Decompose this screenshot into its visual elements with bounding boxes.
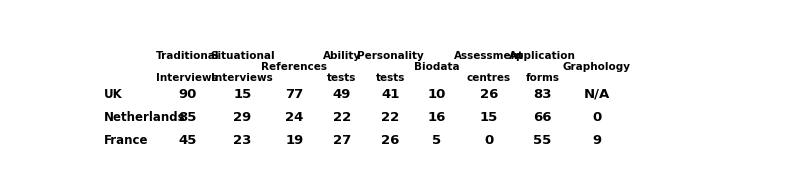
Text: 26: 26 (381, 134, 399, 147)
Text: Interviews: Interviews (156, 73, 219, 83)
Text: Graphology: Graphology (563, 62, 631, 72)
Text: 55: 55 (533, 134, 552, 147)
Text: References: References (261, 62, 327, 72)
Text: France: France (103, 134, 148, 147)
Text: 27: 27 (333, 134, 351, 147)
Text: Traditional: Traditional (155, 51, 219, 61)
Text: 9: 9 (593, 134, 601, 147)
Text: N/A: N/A (584, 88, 610, 101)
Text: 23: 23 (233, 134, 252, 147)
Text: 66: 66 (533, 111, 552, 124)
Text: 16: 16 (428, 111, 446, 124)
Text: 10: 10 (428, 88, 446, 101)
Text: 90: 90 (178, 88, 196, 101)
Text: 41: 41 (381, 88, 399, 101)
Text: Biodata: Biodata (414, 62, 459, 72)
Text: 77: 77 (285, 88, 304, 101)
Text: Situational: Situational (210, 51, 275, 61)
Text: 22: 22 (333, 111, 351, 124)
Text: 49: 49 (333, 88, 351, 101)
Text: UK: UK (103, 88, 122, 101)
Text: 22: 22 (381, 111, 399, 124)
Text: Personality: Personality (357, 51, 424, 61)
Text: Netherlands: Netherlands (103, 111, 185, 124)
Text: 15: 15 (480, 111, 498, 124)
Text: 0: 0 (593, 111, 601, 124)
Text: Assessment: Assessment (454, 51, 524, 61)
Text: 15: 15 (234, 88, 252, 101)
Text: tests: tests (376, 73, 405, 83)
Text: 19: 19 (285, 134, 304, 147)
Text: centres: centres (466, 73, 510, 83)
Text: forms: forms (525, 73, 559, 83)
Text: 26: 26 (480, 88, 498, 101)
Text: 5: 5 (432, 134, 441, 147)
Text: 24: 24 (285, 111, 304, 124)
Text: Application: Application (509, 51, 576, 61)
Text: 85: 85 (178, 111, 196, 124)
Text: tests: tests (327, 73, 357, 83)
Text: 83: 83 (533, 88, 552, 101)
Text: Ability: Ability (323, 51, 361, 61)
Text: Interviews: Interviews (211, 73, 273, 83)
Text: 0: 0 (484, 134, 493, 147)
Text: 45: 45 (178, 134, 196, 147)
Text: 29: 29 (234, 111, 252, 124)
